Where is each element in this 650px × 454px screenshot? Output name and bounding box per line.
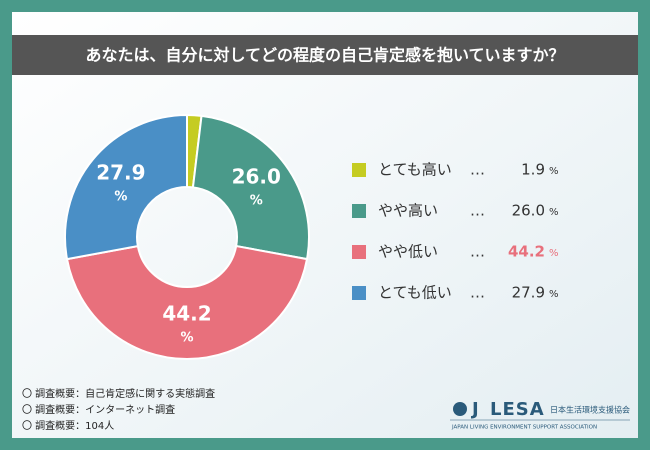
legend-swatch [352,286,366,300]
donut: 26.0% 44.2% 27.9% [64,113,310,360]
legend-separator: … [470,202,485,220]
data-label: 26.0 [232,165,281,189]
legend-separator: … [470,284,485,302]
donut-segment [65,244,309,360]
note: 〇 調査概要：自己肯定感に関する実態調査 [22,387,215,400]
logo-tagline: JAPAN LIVING ENVIRONMENT SUPPORT ASSOCIA… [451,425,597,431]
legend-swatch [352,204,366,218]
legend-label: とても低い [378,284,452,302]
legend-label: やや高い [378,202,438,220]
legend-unit: % [549,207,559,218]
title-bar [12,35,638,75]
donut-segment [191,114,310,261]
legend-label: とても高い [378,161,452,179]
donut-segment [64,113,188,261]
logo-dot [453,402,467,416]
legend-unit: % [549,166,559,177]
logo: J LESA 日本生活環境支援協会 JAPAN LIVING ENVIRONME… [450,399,630,431]
legend-separator: … [470,161,485,179]
logo-name: LESA [490,399,545,420]
data-label-unit: % [180,331,193,346]
legend-unit: % [549,248,559,259]
data-label-unit: % [114,189,127,204]
chart-title: あなたは、自分に対してどの程度の自己肯定感を抱いていますか？ [85,46,564,65]
data-label-unit: % [250,194,263,209]
data-label: 44.2 [162,302,211,326]
data-label: 27.9 [96,160,145,184]
note: 〇 調査概要：インターネット調査 [22,403,175,416]
legend-separator: … [470,243,485,261]
legend-value: 44.2 [508,243,545,261]
legend: とても高い … 1.9 % やや高い … 26.0 % やや低い … 44.2 % とても低い … 27.9… [352,161,559,302]
logo-mark: J [470,399,479,420]
legend-unit: % [549,289,559,300]
legend-value: 26.0 [512,202,545,220]
legend-swatch [352,163,366,177]
note: 〇 調査概要：104人 [22,419,114,432]
legend-value: 27.9 [512,284,545,302]
legend-swatch [352,245,366,259]
legend-label: やや低い [378,243,438,261]
legend-value: 1.9 [521,161,545,179]
logo-org: 日本生活環境支援協会 [550,405,630,415]
